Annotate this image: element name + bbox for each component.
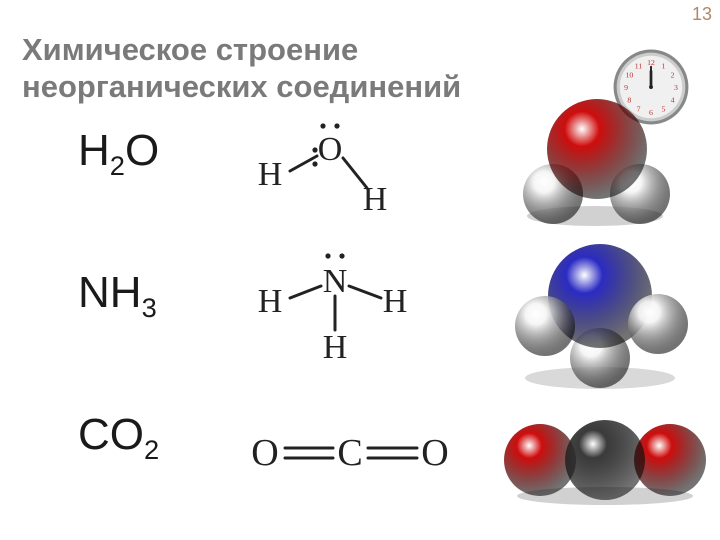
title-line-2: неорганических соединений: [22, 69, 461, 104]
svg-text:H: H: [258, 283, 283, 320]
model3d-co2: [500, 410, 710, 510]
formula-co2: CO2: [78, 410, 159, 466]
svg-text:H: H: [383, 283, 408, 320]
svg-text:H: H: [258, 156, 283, 193]
page-title: Химическое строение неорганических соеди…: [22, 32, 461, 105]
svg-text:C: C: [337, 432, 362, 474]
model3d-h2o: [500, 84, 690, 234]
lewis-nh3: NHHH: [235, 238, 455, 368]
svg-text:H: H: [323, 329, 348, 366]
svg-text:H: H: [363, 181, 388, 218]
formula-h2o: H2O: [78, 126, 159, 182]
svg-text:11: 11: [635, 62, 643, 71]
svg-text:O: O: [421, 432, 448, 474]
lewis-co2: OCO: [235, 418, 475, 488]
svg-text:2: 2: [671, 71, 675, 80]
formula-nh3: NH3: [78, 268, 157, 324]
svg-text:O: O: [251, 432, 278, 474]
svg-text:O: O: [318, 131, 343, 168]
svg-text:N: N: [323, 263, 348, 300]
slide-number: 13: [692, 4, 712, 25]
svg-text:1: 1: [662, 62, 666, 71]
model3d-nh3: [500, 226, 700, 396]
lewis-h2o: OH H: [235, 108, 455, 228]
title-line-1: Химическое строение: [22, 32, 358, 67]
svg-text:10: 10: [625, 71, 633, 80]
